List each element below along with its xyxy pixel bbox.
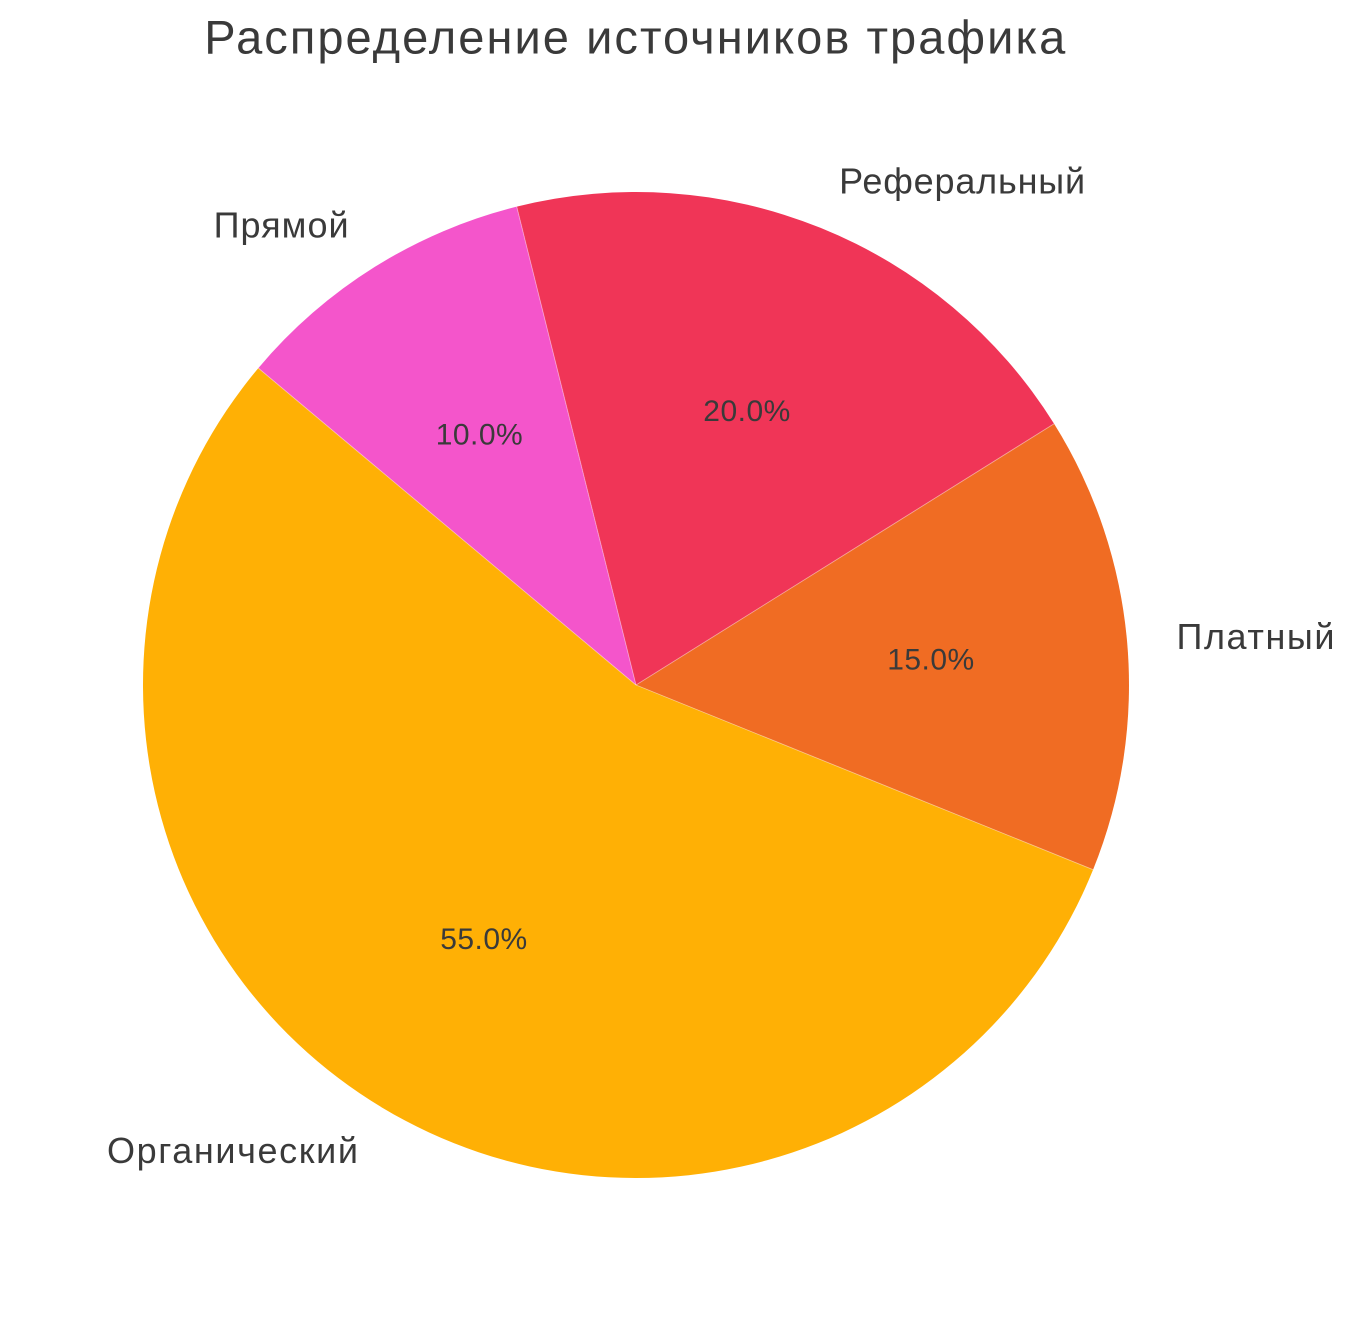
svg-text:Платный: Платный bbox=[1177, 616, 1335, 657]
svg-text:55.0%: 55.0% bbox=[440, 923, 527, 956]
svg-text:Органический: Органический bbox=[107, 1130, 358, 1171]
svg-text:Реферальный: Реферальный bbox=[839, 161, 1085, 202]
svg-text:15.0%: 15.0% bbox=[887, 644, 974, 677]
svg-text:Прямой: Прямой bbox=[214, 204, 349, 245]
svg-text:20.0%: 20.0% bbox=[703, 395, 790, 428]
svg-text:Распределение источников трафи: Распределение источников трафика bbox=[204, 11, 1066, 64]
svg-text:10.0%: 10.0% bbox=[436, 419, 523, 452]
